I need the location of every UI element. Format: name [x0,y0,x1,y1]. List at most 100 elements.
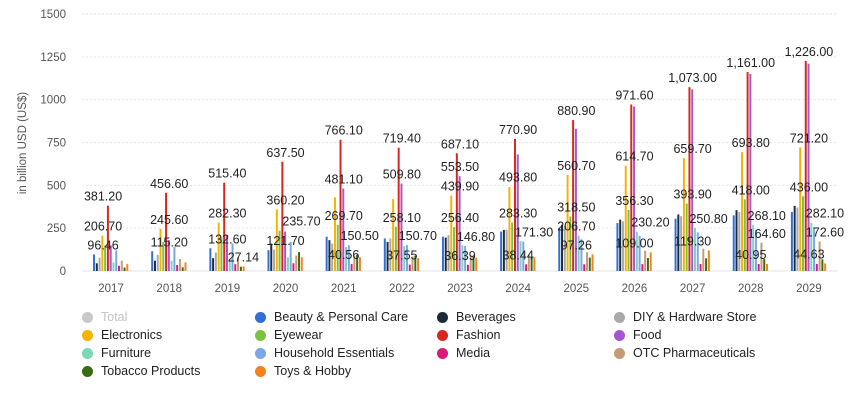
bar-otc-pharmaceuticals-2019[interactable] [237,257,240,271]
bar-food-2021[interactable] [342,188,345,271]
bar-tobacco-products-2019[interactable] [239,266,242,271]
bar-tobacco-products-2017[interactable] [123,267,126,271]
bar-fashion-2021[interactable] [339,139,342,271]
bar-tobacco-products-2018[interactable] [181,267,184,271]
bar-tobacco-products-2025[interactable] [588,257,591,271]
legend-item-eyewear[interactable]: Eyewear [255,328,323,342]
bar-eyewear-2019[interactable] [220,237,223,271]
bar-electronics-2024[interactable] [508,187,511,271]
bar-beauty-personal-care-2028[interactable] [732,215,735,271]
bar-beauty-personal-care-2024[interactable] [500,231,503,271]
bar-otc-pharmaceuticals-2027[interactable] [702,248,705,271]
bar-furniture-2024[interactable] [519,241,522,271]
bar-otc-pharmaceuticals-2022[interactable] [411,256,414,271]
bar-diy-hardware-store-2021[interactable] [331,243,334,271]
bar-media-2028[interactable] [757,263,760,271]
bar-tobacco-products-2024[interactable] [530,257,533,271]
bar-media-2023[interactable] [466,264,469,271]
bar-beauty-personal-care-2021[interactable] [325,236,328,271]
bar-toys-hobby-2021[interactable] [358,257,361,271]
bar-food-2029[interactable] [807,63,810,271]
bar-diy-hardware-store-2024[interactable] [505,229,508,271]
bar-fashion-2026[interactable] [630,104,633,271]
bar-beauty-personal-care-2020[interactable] [267,250,270,271]
legend-item-furniture[interactable]: Furniture [82,346,151,360]
bar-otc-pharmaceuticals-2018[interactable] [178,259,181,271]
bar-beverages-2026[interactable] [619,219,622,271]
bar-beauty-personal-care-2025[interactable] [558,228,561,271]
bar-furniture-2019[interactable] [228,259,231,271]
bar-otc-pharmaceuticals-2029[interactable] [818,241,821,271]
bar-electronics-2028[interactable] [741,152,744,271]
bar-fashion-2027[interactable] [688,87,691,271]
bar-electronics-2022[interactable] [392,199,395,271]
bar-media-2022[interactable] [408,264,411,271]
bar-tobacco-products-2022[interactable] [414,255,417,271]
bar-fashion-2025[interactable] [572,120,575,271]
bar-beauty-personal-care-2022[interactable] [383,238,386,271]
bar-beauty-personal-care-2027[interactable] [674,218,677,271]
legend-item-fashion[interactable]: Fashion [437,328,500,342]
bar-media-2021[interactable] [350,264,353,271]
bar-electronics-2025[interactable] [566,174,569,271]
bar-food-2025[interactable] [574,128,577,271]
bar-toys-hobby-2020[interactable] [300,257,303,271]
bar-electronics-2017[interactable] [101,235,104,271]
bar-household-essentials-2022[interactable] [406,245,408,271]
bar-beauty-personal-care-2018[interactable] [151,251,154,271]
legend-item-media[interactable]: Media [437,346,490,360]
bar-electronics-2023[interactable] [450,195,453,271]
bar-food-2026[interactable] [633,106,636,272]
bar-media-2024[interactable] [525,264,528,271]
bar-food-2028[interactable] [749,73,752,271]
bar-furniture-2018[interactable] [170,260,173,271]
legend-item-diy-hardware-store[interactable]: DIY & Hardware Store [614,310,756,324]
bar-food-2018[interactable] [167,240,170,271]
bar-beverages-2029[interactable] [793,205,796,271]
bar-furniture-2028[interactable] [752,225,755,271]
bar-media-2017[interactable] [118,265,120,271]
bar-tobacco-products-2023[interactable] [472,256,475,271]
bar-food-2027[interactable] [691,89,694,271]
bar-beverages-2018[interactable] [153,260,156,271]
legend-item-beverages[interactable]: Beverages [437,310,516,324]
bar-electronics-2029[interactable] [799,147,802,271]
bar-diy-hardware-store-2025[interactable] [563,225,566,271]
bar-eyewear-2025[interactable] [569,216,572,271]
bar-fashion-2019[interactable] [223,182,226,271]
bar-eyewear-2020[interactable] [278,230,281,271]
bar-beverages-2021[interactable] [328,240,331,271]
bar-fashion-2024[interactable] [513,138,516,271]
legend-item-beauty-personal-care[interactable]: Beauty & Personal Care [255,310,408,324]
bar-tobacco-products-2028[interactable] [763,259,766,271]
bar-toys-hobby-2025[interactable] [591,254,594,271]
bar-furniture-2021[interactable] [345,247,348,271]
bar-otc-pharmaceuticals-2024[interactable] [527,254,530,271]
bar-household-essentials-2029[interactable] [813,227,816,271]
bar-toys-hobby-2017[interactable] [126,264,129,271]
bar-beverages-2023[interactable] [444,237,447,271]
bar-media-2019[interactable] [234,264,237,271]
bar-eyewear-2028[interactable] [743,199,746,271]
bar-electronics-2021[interactable] [333,197,336,271]
bar-tobacco-products-2029[interactable] [821,259,824,271]
bar-beauty-personal-care-2029[interactable] [790,211,793,271]
legend-item-toys-hobby[interactable]: Toys & Hobby [255,364,351,378]
bar-fashion-2029[interactable] [804,60,807,272]
bar-beverages-2020[interactable] [270,243,273,271]
bar-tobacco-products-2026[interactable] [646,257,649,271]
bar-electronics-2019[interactable] [217,222,220,271]
bar-eyewear-2023[interactable] [453,227,456,271]
bar-otc-pharmaceuticals-2025[interactable] [586,252,588,271]
bar-fashion-2022[interactable] [397,147,400,271]
bar-media-2018[interactable] [176,265,179,271]
bar-food-2017[interactable] [109,245,112,271]
bar-electronics-2027[interactable] [682,157,685,271]
bar-furniture-2027[interactable] [694,228,696,271]
bar-toys-hobby-2029[interactable] [824,263,827,271]
bar-diy-hardware-store-2029[interactable] [796,207,799,271]
bar-otc-pharmaceuticals-2026[interactable] [644,250,647,271]
bar-beverages-2022[interactable] [386,241,389,271]
legend-item-household-essentials[interactable]: Household Essentials [255,346,394,360]
bar-furniture-2017[interactable] [112,262,115,271]
